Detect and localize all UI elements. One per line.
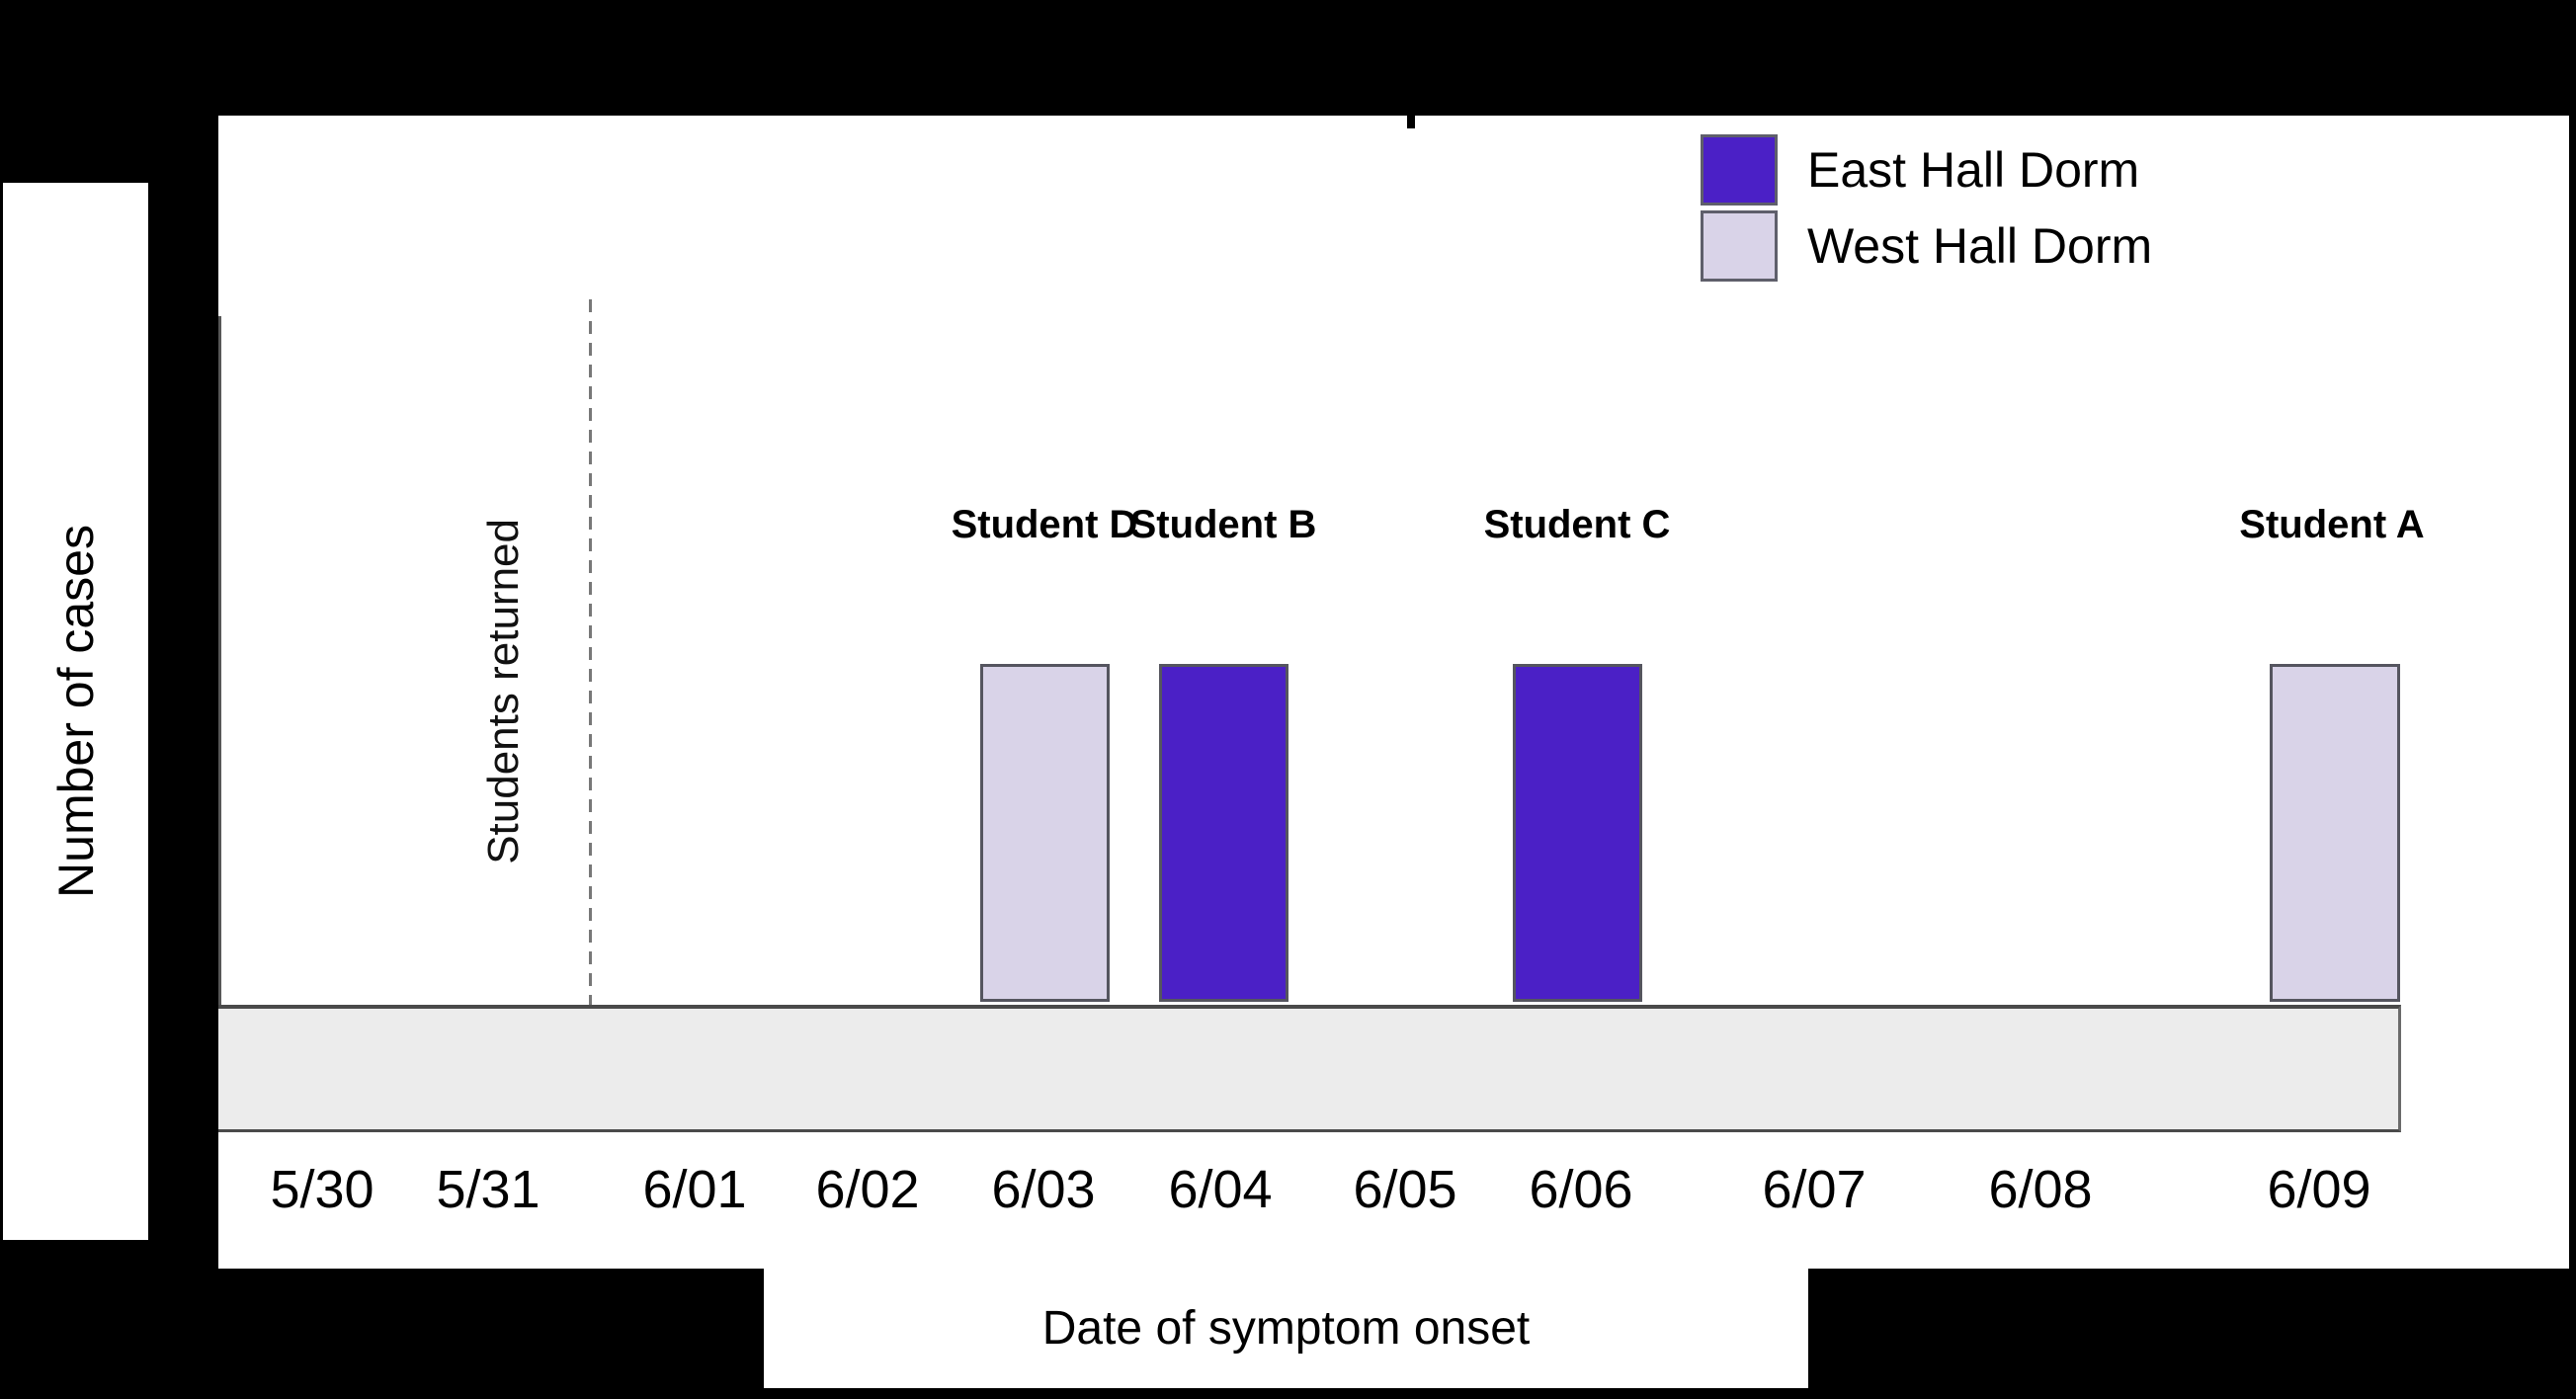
legend-item-east-hall: East Hall Dorm	[1701, 134, 2139, 206]
tick-6-06: 6/06	[1529, 1160, 1633, 1219]
students-returned-dashed-line	[589, 299, 592, 1132]
tick-6-02: 6/02	[815, 1160, 920, 1219]
tick-6-09: 6/09	[2267, 1160, 2371, 1219]
legend-swatch-east-hall	[1701, 134, 1778, 206]
bar-student-d	[980, 664, 1110, 1002]
tick-6-04: 6/04	[1168, 1160, 1273, 1219]
tick-6-08: 6/08	[1988, 1160, 2093, 1219]
legend-swatch-west-hall	[1701, 210, 1778, 282]
y-axis-label: Number of cases	[47, 525, 104, 898]
bar-student-a	[2270, 664, 2400, 1002]
students-returned-label: Students returned	[479, 519, 528, 864]
tick-6-01: 6/01	[642, 1160, 747, 1219]
legend-label-west-hall: West Hall Dorm	[1807, 218, 2153, 274]
tick-5-30: 5/30	[270, 1160, 374, 1219]
x-axis-label-box: Date of symptom onset	[764, 1269, 1808, 1388]
y-axis-line	[218, 316, 221, 1132]
bar-student-b	[1159, 664, 1288, 1002]
tick-6-03: 6/03	[991, 1160, 1096, 1219]
bar-label-student-a: Student A	[2239, 503, 2425, 546]
y-axis-label-box: Number of cases	[3, 183, 148, 1240]
x-axis-band	[218, 1005, 2401, 1132]
plot-area: East Hall Dorm West Hall Dorm Students r…	[218, 116, 2569, 1269]
tick-6-07: 6/07	[1762, 1160, 1867, 1219]
tick-5-31: 5/31	[436, 1160, 540, 1219]
bar-student-c	[1513, 664, 1642, 1002]
legend-item-west-hall: West Hall Dorm	[1701, 210, 2152, 282]
x-axis-label: Date of symptom onset	[1041, 1302, 1531, 1355]
legend-label-east-hall: East Hall Dorm	[1807, 142, 2140, 198]
bar-label-student-b: Student B	[1129, 503, 1317, 546]
bar-label-student-c: Student C	[1483, 503, 1671, 546]
tick-6-05: 6/05	[1353, 1160, 1457, 1219]
bar-label-student-d: Student D	[951, 503, 1138, 546]
occluded-title-descender	[1407, 116, 1415, 128]
